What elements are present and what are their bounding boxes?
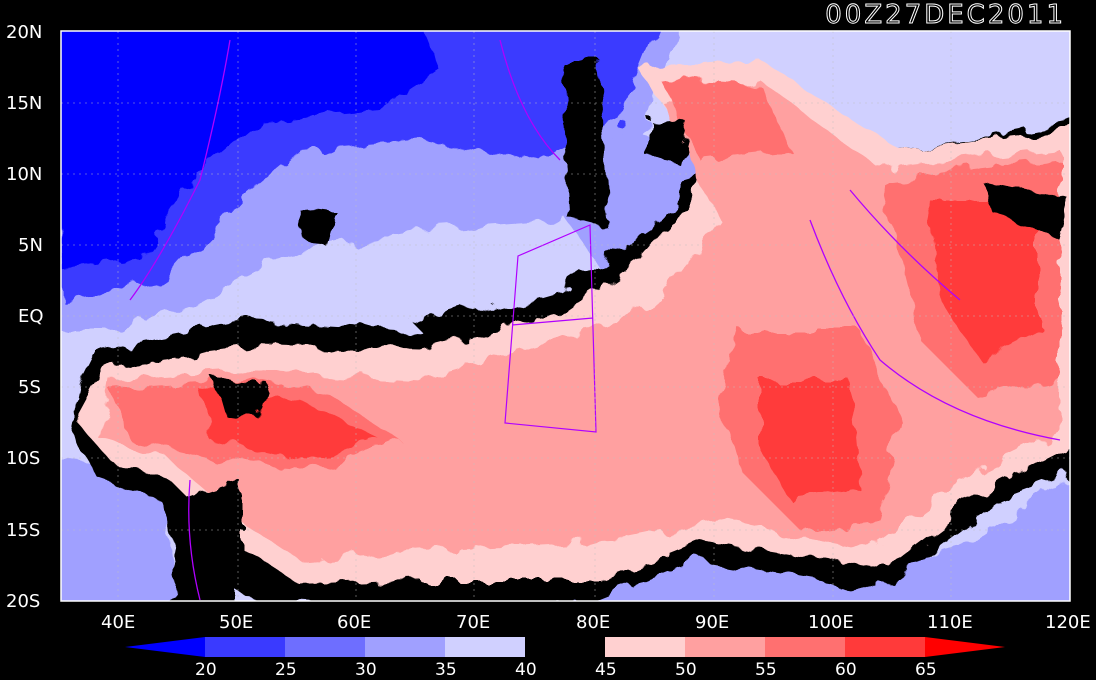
lat-tick-label: EQ xyxy=(18,306,44,327)
grid-lines xyxy=(61,31,1070,601)
colorbar: 20 25 30 35 40 45 50 55 60 65 xyxy=(125,637,1005,680)
lon-tick-label: 40E xyxy=(101,612,135,633)
colorbar-tick-label: 25 xyxy=(275,660,297,680)
colorbar-tick-label: 35 xyxy=(435,660,457,680)
black-patch-upper xyxy=(300,210,340,250)
contour-60-65-ne xyxy=(930,200,1040,360)
lon-tick-label: 70E xyxy=(456,612,490,633)
colorbar-swatch xyxy=(765,637,845,657)
lat-tick-label: 5S xyxy=(18,377,41,398)
lon-tick-label: 50E xyxy=(219,612,253,633)
black-patch-north-pink xyxy=(650,120,690,165)
colorbar-tick-label: 55 xyxy=(755,660,777,680)
colorbar-tick-label: 60 xyxy=(835,660,857,680)
colorbar-tick-label: 30 xyxy=(355,660,377,680)
colorbar-swatch xyxy=(605,637,685,657)
lat-tick-label: 15N xyxy=(6,93,42,114)
black-patch-north xyxy=(560,60,610,230)
colorbar-tick-label: 50 xyxy=(675,660,697,680)
lon-axis-labels: 40E 50E 60E 70E 80E 90E 100E 110E 120E xyxy=(101,612,1091,633)
colorbar-left-arrow xyxy=(125,637,205,657)
colorbar-swatch xyxy=(845,637,925,657)
black-patch-west-pink xyxy=(215,380,270,420)
colorbar-swatch xyxy=(285,637,365,657)
map-plot-area xyxy=(61,31,1070,601)
colorbar-tick-label: 65 xyxy=(915,660,937,680)
contour-20-north xyxy=(61,31,440,270)
colorbar-tick-label: 40 xyxy=(515,660,537,680)
contour-30-south xyxy=(567,477,1070,601)
lon-tick-label: 60E xyxy=(337,612,371,633)
lon-tick-label: 110E xyxy=(927,612,973,633)
colorbar-right-arrow xyxy=(925,637,1005,657)
lon-tick-label: 80E xyxy=(576,612,610,633)
lat-tick-label: 20N xyxy=(6,22,42,43)
analysis-box xyxy=(504,224,597,433)
lat-tick-label: 5N xyxy=(18,235,43,256)
colorbar-swatch xyxy=(445,637,525,657)
colorbar-swatch xyxy=(685,637,765,657)
lon-tick-label: 120E xyxy=(1045,612,1091,633)
lat-tick-label: 10S xyxy=(6,448,40,469)
black-patch-ne xyxy=(980,180,1070,240)
contour-60-65-south xyxy=(760,380,860,500)
lat-axis-labels: 20N 15N 10N 5N EQ 5S 10S 15S 20S xyxy=(6,22,44,612)
lat-tick-label: 20S xyxy=(6,591,40,612)
contour-55-60-north xyxy=(660,80,790,160)
colorbar-swatch xyxy=(365,637,445,657)
lon-tick-label: 100E xyxy=(808,612,854,633)
coastlines xyxy=(129,39,1061,601)
lat-tick-label: 10N xyxy=(6,164,42,185)
plot-frame xyxy=(60,30,1071,602)
map-title: 00Z27DEC2011 xyxy=(825,0,1066,31)
colorbar-tick-label: 20 xyxy=(195,660,217,680)
colorbar-tick-label: 45 xyxy=(595,660,617,680)
colorbar-swatch xyxy=(525,637,605,657)
colorbar-swatch xyxy=(205,637,285,657)
lat-tick-label: 15S xyxy=(6,520,40,541)
black-patch-mid xyxy=(410,305,500,340)
lon-tick-label: 90E xyxy=(695,612,729,633)
